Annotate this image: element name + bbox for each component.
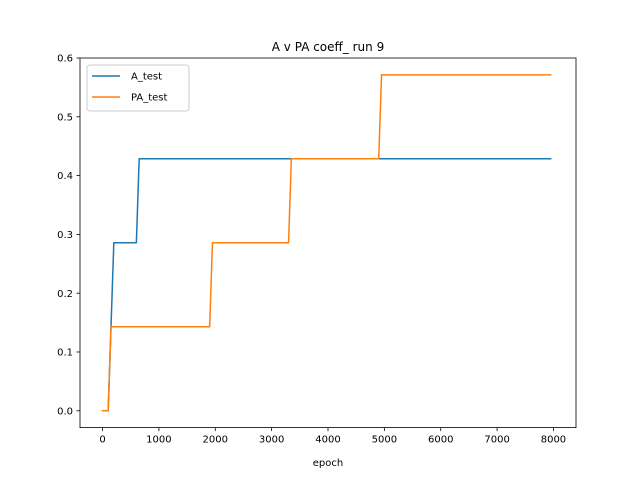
- legend-label: A_test: [131, 72, 162, 83]
- y-tick-label: 0.3: [57, 230, 73, 241]
- y-tick-label: 0.2: [57, 289, 73, 300]
- x-tick-label: 1000: [146, 435, 171, 446]
- x-axis: 0 1000 2000 3000 4000 5000 6000 7000 8000: [99, 427, 566, 446]
- legend: A_test PA_test: [86, 64, 190, 112]
- x-tick-label: 8000: [541, 435, 566, 446]
- y-tick-label: 0.4: [57, 171, 73, 182]
- y-tick-label: 0.0: [57, 406, 73, 417]
- x-tick-label: 7000: [484, 435, 509, 446]
- y-tick-label: 0.1: [57, 348, 73, 359]
- y-tick-label: 0.6: [57, 54, 73, 65]
- legend-label: PA_test: [131, 93, 168, 104]
- y-tick-label: 0.5: [57, 112, 73, 123]
- chart-title: A v PA coeff_ run 9: [272, 40, 384, 54]
- x-tick-label: 4000: [315, 435, 340, 446]
- x-axis-label: epoch: [313, 458, 343, 469]
- x-tick-label: 6000: [428, 435, 453, 446]
- y-axis: 0.0 0.1 0.2 0.3 0.4 0.5 0.6: [57, 54, 80, 417]
- x-tick-label: 2000: [203, 435, 228, 446]
- x-tick-label: 3000: [259, 435, 284, 446]
- plot-area: [101, 74, 552, 412]
- x-tick-label: 5000: [372, 435, 397, 446]
- x-tick-label: 0: [99, 435, 105, 446]
- series-line-pa-test: [101, 74, 552, 412]
